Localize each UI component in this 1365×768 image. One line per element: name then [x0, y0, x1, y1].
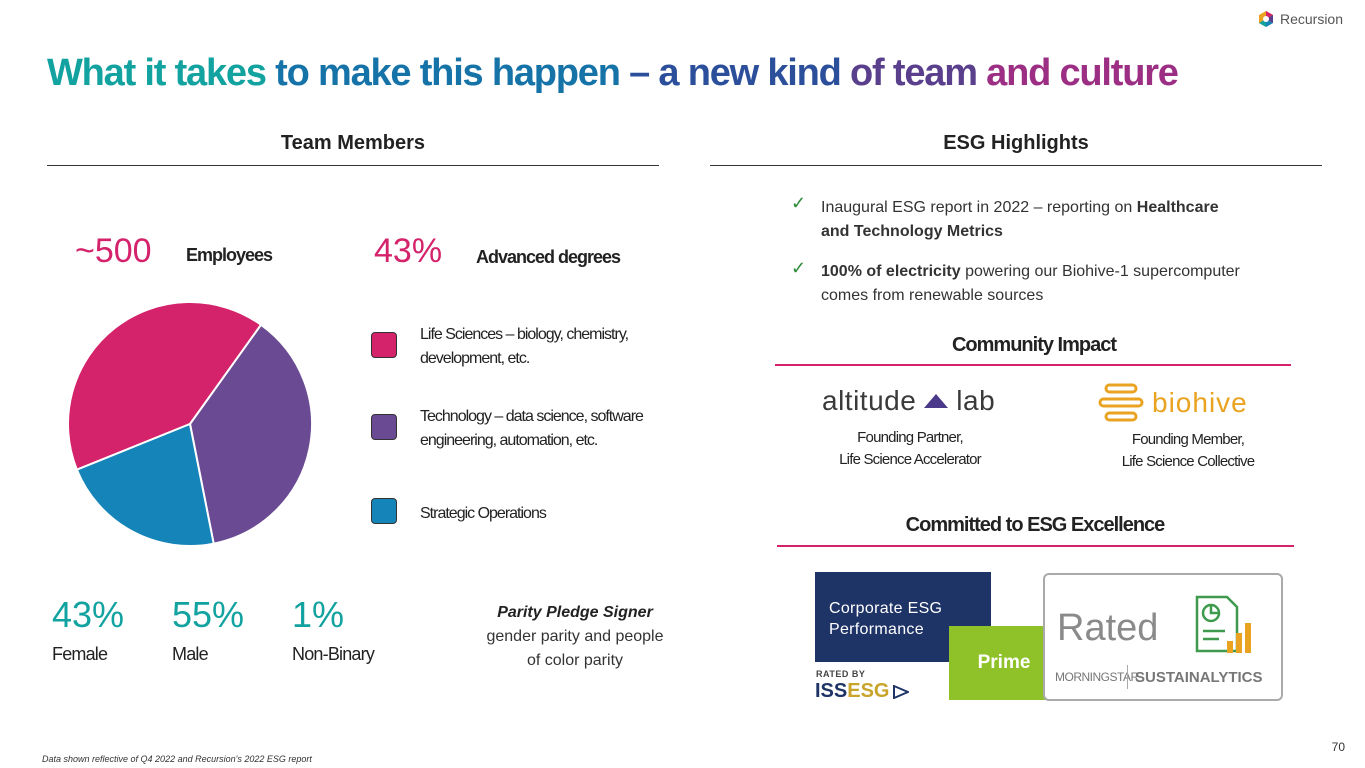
- advanced-degrees-label: Advanced degrees: [476, 247, 621, 267]
- iss-badge-line1: Corporate ESG: [829, 600, 943, 617]
- biohive-caption-line2: Life Science Collective: [1121, 453, 1255, 470]
- stat-female-value: 43%: [52, 594, 125, 635]
- report-chart-icon: [1195, 595, 1251, 653]
- esg-highlights-heading: ESG Highlights: [943, 132, 1089, 154]
- title-part-4: of team: [840, 52, 978, 94]
- esg-bullet-1: Inaugural ESG report in 2022 – reporting…: [821, 196, 1291, 244]
- committed-esg-heading: Committed to ESG Excellence: [905, 514, 1166, 536]
- brand-name: Recursion: [1279, 11, 1343, 27]
- checkmark-icon: ✓: [791, 258, 807, 278]
- employees-value: ~500: [75, 232, 152, 270]
- esg-bullet-2-text-2: comes from renewable sources: [821, 287, 1044, 304]
- esg-bullet-1-text: Inaugural ESG report in 2022 – reporting…: [821, 199, 1137, 216]
- stat-non-binary: 1% Non-Binary: [292, 594, 375, 665]
- legend-technology-line1: Technology – data science, software: [420, 408, 644, 425]
- pie-slice-strategic-operations: [75, 422, 215, 547]
- legend-label-life-sciences: Life Sciences – biology, chemistry, deve…: [420, 323, 680, 371]
- esg-divider: [710, 165, 1322, 166]
- recursion-logo: Recursion: [1257, 10, 1343, 28]
- page-number: 70: [1331, 740, 1345, 754]
- sustainalytics-text: SUSTAINALYTICS: [1135, 669, 1263, 686]
- team-members-heading: Team Members: [280, 132, 426, 154]
- iss-logo-esg: ESG: [847, 680, 890, 702]
- stat-male: 55% Male: [172, 594, 244, 665]
- legend-swatch-life-sciences: [371, 332, 397, 358]
- morningstar-text: MORNINGSTAR: [1055, 670, 1139, 684]
- esg-bullet-1-bold-2: and Technology Metrics: [821, 223, 1003, 240]
- parity-pledge: Parity Pledge Signer gender parity and p…: [455, 601, 695, 673]
- stat-female-label: Female: [52, 644, 108, 664]
- biohive-caption: Founding Member, Life Science Collective: [1088, 429, 1288, 473]
- legend-item-life-sciences: [371, 332, 397, 358]
- altitude-caption: Founding Partner, Life Science Accelerat…: [810, 427, 1010, 471]
- iss-badge-line2: Performance: [829, 621, 924, 638]
- sustainalytics-separator: [1127, 665, 1128, 689]
- team-divider: [47, 165, 659, 166]
- altitude-caption-line1: Founding Partner,: [857, 429, 963, 446]
- legend-swatch-technology: [371, 414, 397, 440]
- iss-arrow-icon: [892, 684, 909, 699]
- stat-female: 43% Female: [52, 594, 124, 665]
- title-part-2: to make this happen: [265, 52, 621, 94]
- title-part-1: What it takes: [47, 52, 267, 94]
- pie-slice-life-sciences: [67, 301, 263, 472]
- stat-non-binary-value: 1%: [292, 594, 345, 635]
- biohive-logo-text: biohive: [1152, 387, 1248, 418]
- advanced-degrees-value: 43%: [374, 232, 443, 270]
- legend-swatch-strategic-ops: [371, 498, 397, 524]
- employees-label: Employees: [186, 245, 273, 265]
- page-title: What it takes to make this happen – a ne…: [47, 52, 1179, 95]
- parity-pledge-title: Parity Pledge Signer: [497, 604, 653, 621]
- footnote: Data shown reflective of Q4 2022 and Rec…: [42, 754, 312, 764]
- iss-badge-text: Corporate ESG Performance: [829, 598, 942, 640]
- esg-bullet-2-text: powering our Biohive-1 supercomputer: [960, 263, 1240, 280]
- team-composition-pie-chart: [67, 301, 313, 547]
- title-part-3: – a new kind: [619, 52, 842, 94]
- esg-bullet-2: 100% of electricity powering our Biohive…: [821, 260, 1321, 308]
- biohive-hive-icon: [1098, 383, 1144, 422]
- biohive-caption-line1: Founding Member,: [1131, 431, 1245, 448]
- legend-item-technology: [371, 414, 397, 440]
- mountain-icon: [924, 394, 949, 408]
- recursion-hexagon-icon: [1258, 11, 1273, 27]
- altitude-logo-text-left: altitude: [822, 385, 917, 416]
- stat-male-label: Male: [172, 644, 209, 664]
- esg-bullet-2-bold: 100% of electricity: [821, 263, 961, 280]
- altitude-lab-logo: altitude lab: [822, 385, 995, 417]
- parity-pledge-line1: gender parity and people: [486, 628, 664, 645]
- sustainalytics-badge: Rated MORNINGSTAR SUSTAINALYTICS: [1043, 573, 1283, 701]
- community-divider: [775, 364, 1291, 366]
- parity-pledge-line2: of color parity: [526, 652, 624, 669]
- altitude-caption-line2: Life Science Accelerator: [839, 451, 982, 468]
- legend-life-sciences-line2: development, etc.: [420, 350, 530, 367]
- pie-slice-technology: [188, 323, 313, 545]
- iss-esg-logo: ISS ESG: [815, 680, 909, 703]
- community-impact-heading: Community Impact: [951, 334, 1117, 356]
- legend-technology-line2: engineering, automation, etc.: [420, 432, 598, 449]
- iss-logo-iss: ISS: [815, 680, 848, 702]
- legend-item-strategic-ops: [371, 498, 397, 524]
- iss-rated-by: RATED BY: [816, 669, 866, 679]
- legend-label-technology: Technology – data science, software engi…: [420, 405, 690, 453]
- biohive-logo: biohive: [1098, 383, 1248, 423]
- committed-divider: [777, 545, 1294, 547]
- sustainalytics-rated-text: Rated: [1057, 607, 1159, 649]
- checkmark-icon: ✓: [791, 193, 807, 213]
- title-part-5: and culture: [976, 52, 1179, 94]
- iss-prime-badge: Prime: [949, 626, 1059, 700]
- altitude-logo-text-right: lab: [956, 385, 996, 416]
- legend-life-sciences-line1: Life Sciences – biology, chemistry,: [420, 326, 629, 343]
- stat-non-binary-label: Non-Binary: [292, 644, 375, 664]
- esg-bullet-1-bold: Healthcare: [1136, 199, 1219, 216]
- legend-label-strategic-ops: Strategic Operations: [420, 505, 547, 522]
- stat-male-value: 55%: [172, 594, 245, 635]
